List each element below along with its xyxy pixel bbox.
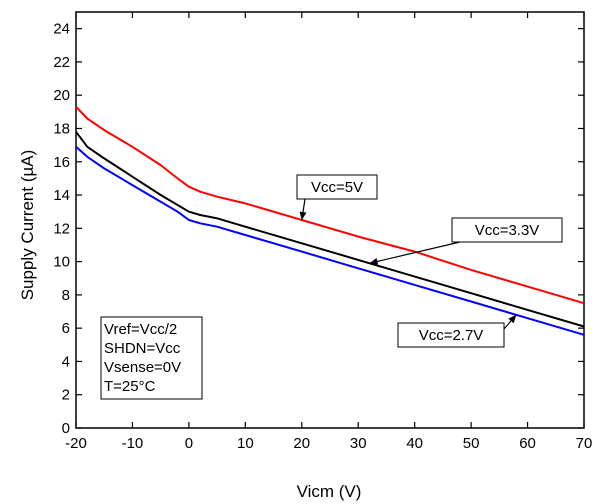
annotation-arrowhead [508,314,517,324]
y-tick-label: 20 [53,87,70,104]
x-tick-label: 70 [576,435,593,452]
annotation-group: Vcc=5V Vcc=3.3V Vcc=2.7V [296,174,563,348]
annotation-leader [369,241,461,264]
conditions-group: Vref=Vcc/2 SHDN=Vcc Vsense=0V T=25°C [100,316,203,400]
condition-line: Vsense=0V [104,359,181,376]
plot-frame [75,11,585,429]
series-line-2 [75,131,585,328]
y-tick-label: 10 [53,254,70,271]
annotation-box [296,174,378,200]
series-group [75,106,585,336]
series-line-1 [75,106,585,305]
y-tick-label: 18 [53,120,70,137]
y-axis-title: Supply Current (µA) [18,150,37,301]
y-tick-label: 22 [53,54,70,71]
series-line-3 [75,146,585,336]
x-tick-label: -20 [65,435,87,452]
y-tick-label: 14 [53,187,70,204]
x-tick-label: 0 [185,435,193,452]
x-tick-label: 20 [293,435,310,452]
x-tick-label: 10 [237,435,254,452]
condition-line: SHDN=Vcc [104,340,181,357]
annotation-label: Vcc=2.7V [419,327,484,344]
annotation-label: Vcc=3.3V [475,222,540,239]
y-tick-label: 12 [53,220,70,237]
y-tick-label: 2 [62,387,70,404]
x-tick-label: 60 [519,435,536,452]
condition-line: Vref=Vcc/2 [104,321,177,338]
x-tick-label: 50 [463,435,480,452]
x-tick-label: -10 [122,435,144,452]
ticks-group: -20 -10 0 10 20 30 40 50 60 700246810121416182022… [53,12,592,452]
plot-frame-group [75,11,585,429]
y-tick-label: 0 [62,420,70,437]
conditions-box [100,316,203,400]
y-tick-label: 4 [62,353,70,370]
x-tick-label: 40 [406,435,423,452]
x-tick-label: 30 [350,435,367,452]
annotation-arrowhead [299,211,307,220]
condition-line: T=25°C [104,378,156,395]
y-tick-label: 8 [62,287,70,304]
y-tick-label: 16 [53,154,70,171]
annotation-arrowhead [369,258,379,265]
y-tick-label: 24 [53,21,70,38]
annotation-label: Vcc=5V [311,179,363,196]
y-tick-label: 6 [62,320,70,337]
annotation-box [451,217,563,243]
annotation-box [397,322,505,348]
x-axis-title: Vicm (V) [297,482,362,501]
